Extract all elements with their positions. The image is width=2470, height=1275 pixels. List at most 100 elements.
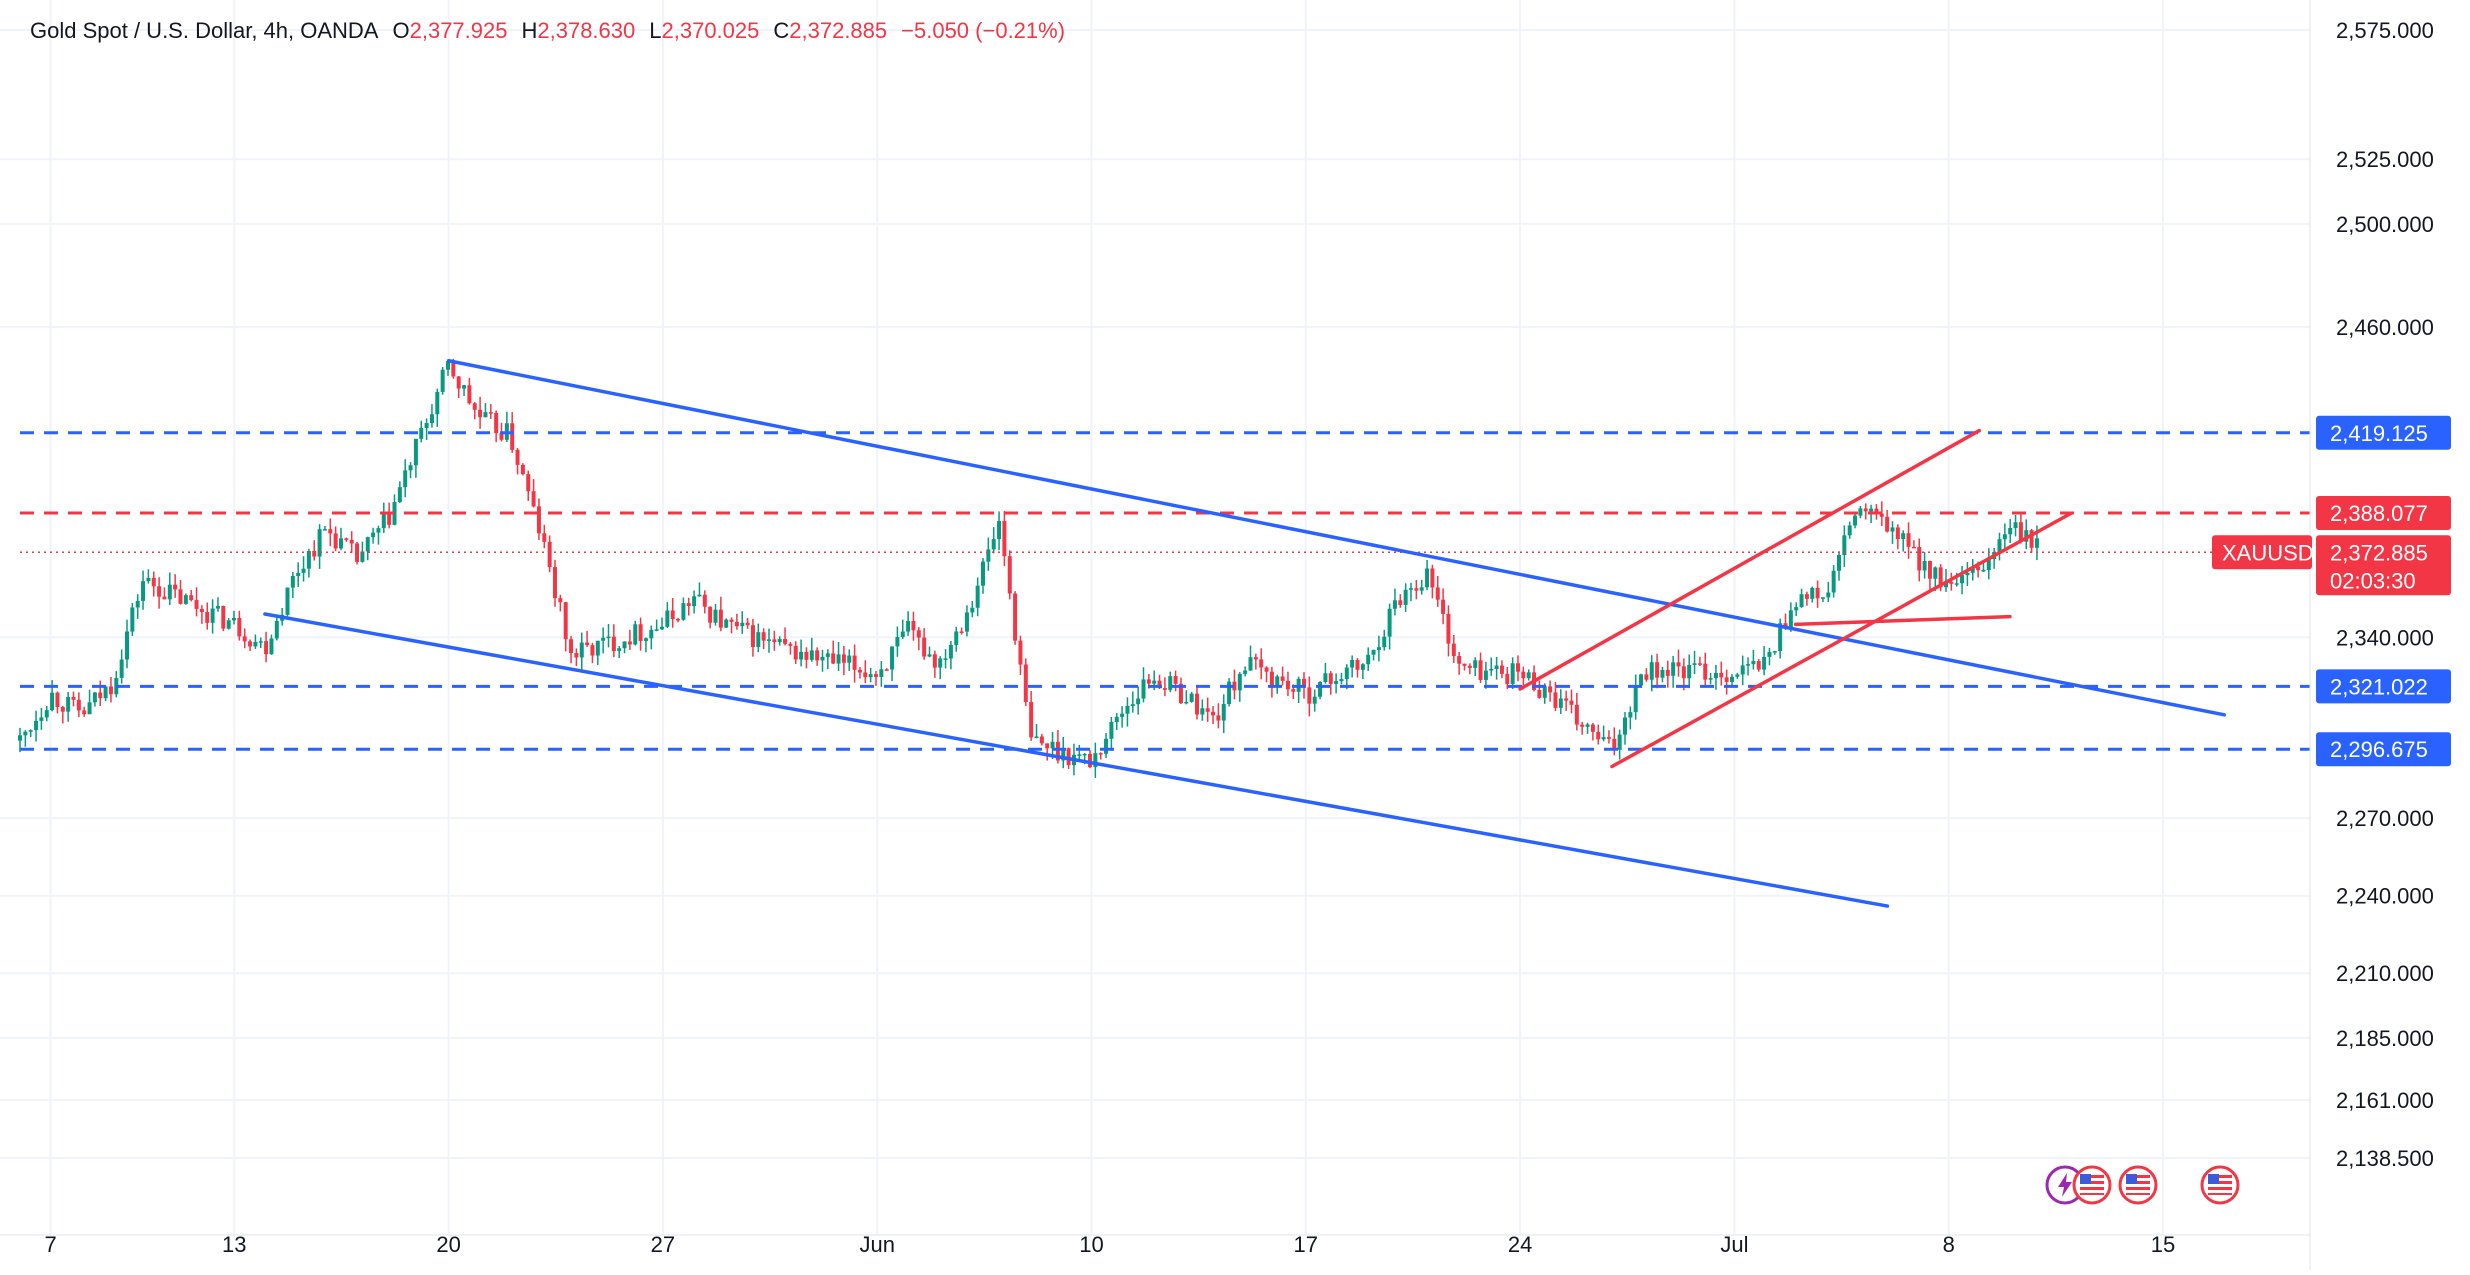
candle[interactable]: [1906, 522, 1911, 559]
candle[interactable]: [1697, 656, 1702, 666]
candle[interactable]: [1285, 671, 1290, 697]
candle[interactable]: [1029, 690, 1034, 741]
candle[interactable]: [178, 579, 183, 605]
candle[interactable]: [531, 478, 536, 508]
candle[interactable]: [1269, 666, 1274, 698]
candle[interactable]: [1382, 629, 1387, 651]
candle[interactable]: [1109, 717, 1114, 751]
candle[interactable]: [922, 628, 927, 660]
candle[interactable]: [1184, 690, 1189, 705]
candle[interactable]: [1499, 660, 1504, 679]
candle[interactable]: [847, 649, 852, 671]
candle[interactable]: [355, 542, 360, 565]
candle[interactable]: [1970, 559, 1975, 581]
candle[interactable]: [1890, 521, 1895, 544]
candle[interactable]: [322, 525, 327, 531]
candle[interactable]: [274, 615, 279, 641]
candle[interactable]: [1826, 581, 1831, 603]
candle[interactable]: [558, 594, 563, 612]
candle[interactable]: [1713, 664, 1718, 690]
us-flag-event-icon[interactable]: [2072, 1165, 2112, 1205]
candle[interactable]: [1569, 689, 1574, 714]
candle[interactable]: [1200, 699, 1205, 721]
candle[interactable]: [750, 618, 755, 657]
candle[interactable]: [1628, 706, 1633, 730]
candle[interactable]: [467, 377, 472, 405]
candle[interactable]: [542, 524, 547, 549]
candle[interactable]: [1537, 680, 1542, 699]
candle[interactable]: [1414, 580, 1419, 600]
candle[interactable]: [494, 410, 499, 443]
candle[interactable]: [215, 597, 220, 612]
candle[interactable]: [1885, 509, 1890, 533]
candle[interactable]: [1623, 711, 1627, 745]
trendline[interactable]: [446, 359, 2226, 717]
candle[interactable]: [306, 548, 311, 578]
candle[interactable]: [1960, 565, 1965, 595]
candle[interactable]: [1018, 635, 1023, 675]
candle[interactable]: [1644, 668, 1649, 682]
candle[interactable]: [1104, 733, 1109, 759]
candle[interactable]: [435, 388, 440, 427]
candle[interactable]: [242, 628, 247, 649]
candle[interactable]: [927, 646, 932, 658]
candle[interactable]: [1997, 532, 2002, 561]
candle[interactable]: [740, 611, 745, 634]
candle[interactable]: [670, 597, 675, 628]
trendline[interactable]: [263, 612, 1890, 908]
candle[interactable]: [1820, 597, 1825, 603]
candle[interactable]: [1061, 736, 1066, 769]
candle[interactable]: [258, 637, 263, 649]
candle[interactable]: [767, 628, 771, 653]
candle[interactable]: [852, 644, 857, 683]
candle[interactable]: [397, 481, 402, 503]
candle[interactable]: [1334, 673, 1339, 694]
candle[interactable]: [1114, 713, 1119, 730]
candle[interactable]: [638, 617, 643, 651]
candle[interactable]: [66, 691, 71, 722]
candle[interactable]: [1355, 658, 1360, 678]
candle[interactable]: [874, 670, 878, 686]
candle[interactable]: [547, 535, 552, 573]
candle[interactable]: [1794, 602, 1799, 617]
trendline[interactable]: [1793, 614, 2012, 627]
candle[interactable]: [997, 511, 1002, 551]
horizontal-levels[interactable]: [20, 431, 2310, 751]
candle[interactable]: [44, 705, 49, 722]
candle[interactable]: [1366, 647, 1371, 671]
candle[interactable]: [248, 639, 253, 651]
candle[interactable]: [702, 590, 707, 614]
candle[interactable]: [783, 627, 788, 646]
candle[interactable]: [825, 649, 830, 670]
candle[interactable]: [1077, 744, 1082, 761]
candle[interactable]: [820, 649, 825, 672]
candle[interactable]: [1098, 752, 1103, 760]
candle[interactable]: [1489, 657, 1494, 676]
candle[interactable]: [1687, 654, 1692, 689]
candle[interactable]: [488, 404, 493, 419]
candle[interactable]: [130, 602, 135, 637]
candle[interactable]: [515, 448, 520, 475]
candle[interactable]: [633, 620, 638, 646]
candle[interactable]: [1703, 652, 1708, 688]
candle[interactable]: [1735, 672, 1740, 679]
candle[interactable]: [1387, 603, 1392, 650]
candle[interactable]: [237, 610, 242, 641]
candle[interactable]: [665, 602, 670, 629]
candle[interactable]: [1195, 685, 1199, 720]
candle[interactable]: [1483, 661, 1488, 689]
candle[interactable]: [1719, 661, 1724, 686]
candle[interactable]: [392, 494, 397, 526]
candle[interactable]: [1221, 694, 1226, 734]
candle[interactable]: [1419, 579, 1424, 595]
candle[interactable]: [574, 648, 579, 667]
candle[interactable]: [1858, 505, 1863, 519]
candle[interactable]: [970, 600, 975, 618]
candle[interactable]: [1039, 733, 1044, 746]
candle[interactable]: [1772, 650, 1777, 655]
candle[interactable]: [986, 537, 991, 571]
candle[interactable]: [23, 730, 28, 747]
candle[interactable]: [55, 691, 60, 714]
candle[interactable]: [221, 605, 226, 632]
candle[interactable]: [1162, 677, 1167, 697]
